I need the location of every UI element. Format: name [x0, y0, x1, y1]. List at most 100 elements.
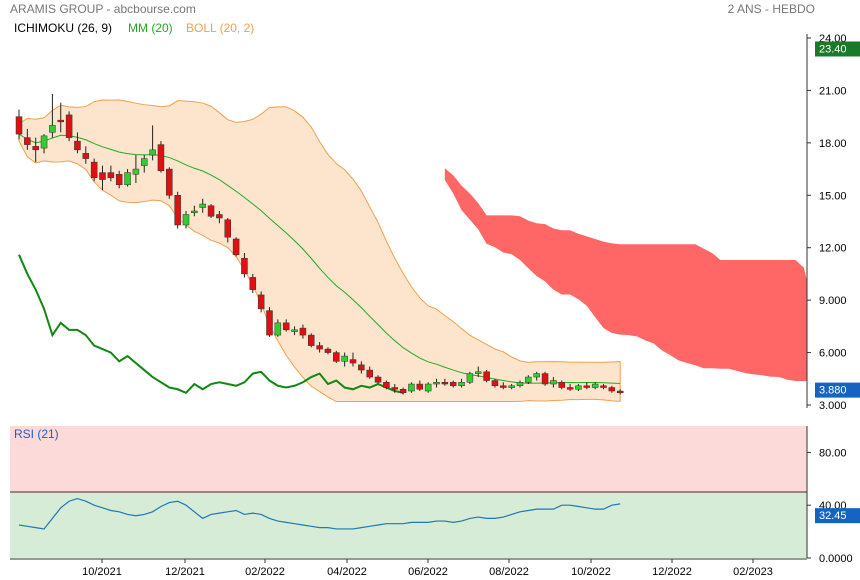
x-tick-label: 02/2023: [733, 566, 773, 578]
candle-body: [358, 364, 365, 371]
candle-body: [475, 371, 482, 374]
candle-body: [533, 373, 540, 378]
period-label: 2 ANS - HEBDO: [728, 2, 815, 16]
candle-body: [99, 172, 106, 180]
candle-body: [141, 158, 148, 166]
candle-body: [341, 355, 348, 362]
price-panel: 24.0021.0018.0015.0012.009.0006.0003.000…: [10, 33, 860, 412]
candle-body: [616, 390, 624, 394]
candle-body: [308, 334, 315, 346]
candle-body: [249, 277, 257, 290]
candle-body: [232, 238, 240, 255]
candle-body: [575, 385, 582, 390]
candle-body: [266, 310, 273, 336]
candle-body: [408, 383, 415, 392]
candle-body: [433, 382, 440, 385]
last-close-badge: [815, 382, 860, 398]
candle-body: [224, 219, 231, 238]
rsi-last-badge-label: 32.45: [819, 510, 847, 522]
candle-body: [182, 214, 190, 226]
candle-body: [157, 144, 165, 172]
rsi-oversold-zone: [10, 492, 807, 558]
candle-body: [324, 348, 332, 353]
candle-body: [74, 140, 81, 151]
candle-body: [566, 387, 574, 390]
price-tick-label: 18.00: [819, 138, 847, 150]
candle-body: [299, 327, 307, 336]
x-tick-label: 02/2022: [245, 566, 285, 578]
x-tick-label: 12/2021: [165, 566, 205, 578]
x-tick-label: 12/2022: [652, 566, 692, 578]
legend-mm: MM (20): [128, 21, 173, 35]
candle-body: [199, 203, 206, 208]
chart-title: ARAMIS GROUP - abcbourse.com: [10, 2, 196, 16]
candle-body: [500, 385, 507, 388]
header-overlay: ARAMIS GROUP - abcbourse.com 2 ANS - HEB…: [10, 2, 815, 441]
candle-body: [166, 168, 173, 196]
x-tick-label: 10/2021: [82, 566, 122, 578]
ichimoku-cloud: [444, 168, 807, 381]
last-high-badge: [815, 41, 860, 57]
candle-body: [349, 359, 357, 364]
candle-body: [525, 376, 532, 383]
candle-body: [416, 383, 424, 390]
candle-body: [366, 369, 373, 378]
candle-body: [191, 210, 198, 214]
candle-body: [124, 172, 131, 186]
legend-ichimoku: ICHIMOKU (26, 9): [14, 21, 112, 35]
rsi-overbought-zone: [10, 426, 807, 492]
candle-body: [24, 137, 31, 145]
x-tick-label: 04/2022: [327, 566, 367, 578]
candle-body: [600, 385, 607, 388]
price-tick-label: 15.00: [819, 190, 847, 202]
candle-body: [541, 373, 549, 385]
candle-body: [374, 376, 382, 383]
candle-body: [316, 345, 323, 350]
candle-body: [458, 382, 465, 387]
candle-body: [391, 387, 398, 390]
candle-body: [149, 149, 156, 156]
candle-body: [90, 161, 98, 179]
legend-rsi: RSI (21): [14, 427, 59, 441]
candle-body: [207, 205, 215, 217]
rsi-tick-label: 80.00: [819, 447, 847, 459]
last-high-badge-label: 23.40: [819, 43, 847, 55]
candle-body: [558, 382, 565, 388]
x-axis: 10/2021 12/2021 02/2022 04/2022 06/2022 08/20…: [10, 558, 807, 578]
candle-body: [608, 387, 616, 392]
candle-body: [383, 382, 390, 388]
last-close-badge-label: 3.880: [819, 385, 847, 397]
price-tick-label: 21.00: [819, 85, 847, 97]
candle-body: [65, 114, 73, 138]
chikou-line: [18, 254, 404, 394]
x-tick-label: 10/2022: [571, 566, 611, 578]
candle-body: [132, 168, 140, 175]
candle-body: [15, 116, 23, 135]
candle-body: [466, 373, 474, 383]
candle-body: [516, 382, 524, 387]
candle-body: [107, 172, 115, 179]
candle-body: [291, 329, 298, 332]
price-tick-label: 3.000: [819, 400, 847, 412]
candle-body: [57, 119, 64, 123]
candle-body: [424, 383, 432, 392]
candle-body: [241, 257, 248, 275]
candle-body: [333, 352, 340, 362]
candle-body: [491, 380, 499, 387]
candle-body: [508, 385, 515, 388]
x-tick-label: 08/2022: [489, 566, 529, 578]
candle-body: [441, 382, 449, 385]
legend-boll: BOLL (20, 2): [186, 21, 254, 35]
candle-body: [399, 389, 407, 394]
candle-body: [483, 371, 490, 381]
candle-body: [40, 135, 48, 149]
candle-body: [174, 195, 181, 226]
candle-body: [32, 146, 39, 151]
candle-body: [550, 380, 557, 385]
candle-body: [49, 125, 56, 133]
price-tick-label: 9.000: [819, 295, 847, 307]
price-tick-label: 12.00: [819, 243, 847, 255]
candle-body: [115, 174, 123, 186]
